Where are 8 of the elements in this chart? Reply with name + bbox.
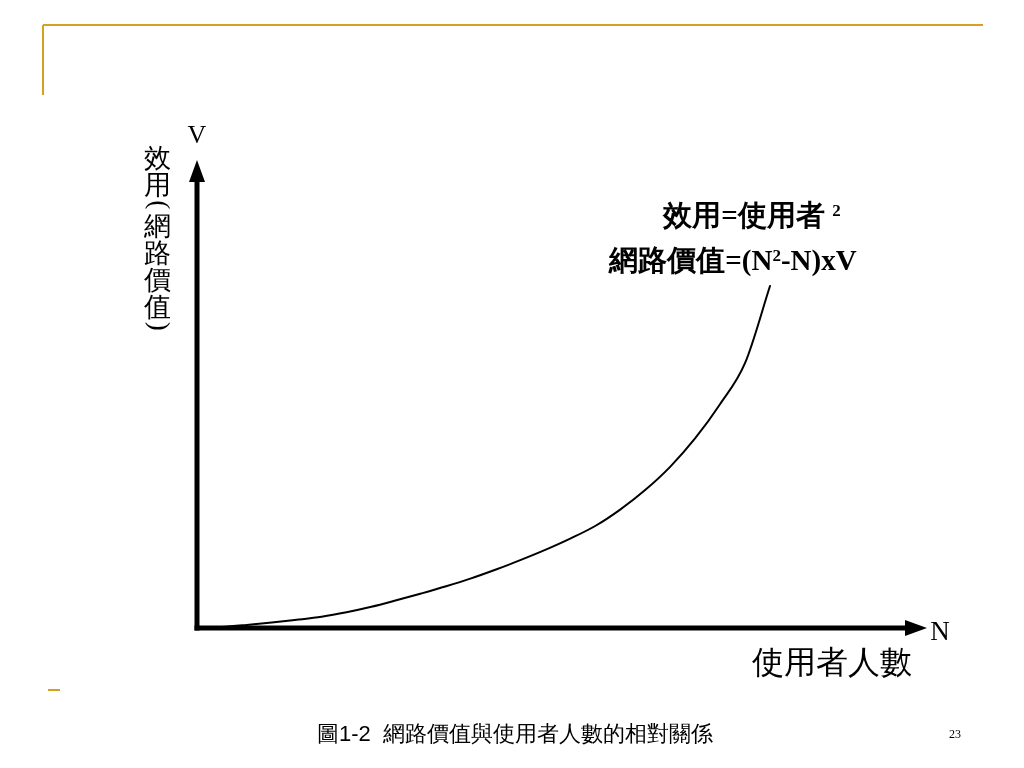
ylabel: 效用(網路價值) — [143, 143, 175, 331]
annotation: V — [187, 120, 207, 149]
annotation: N — [930, 616, 950, 646]
annotation: 23 — [949, 727, 961, 741]
annotation: 圖1-2 網路價值與使用者人數的相對關係 — [317, 721, 713, 746]
annotation: 網路價值=(N$^{2}$-N)xV — [609, 244, 857, 276]
annotation: 效用=使用者 $^{2}$ — [663, 199, 841, 231]
xlabel: 使用者人數 — [752, 644, 912, 680]
